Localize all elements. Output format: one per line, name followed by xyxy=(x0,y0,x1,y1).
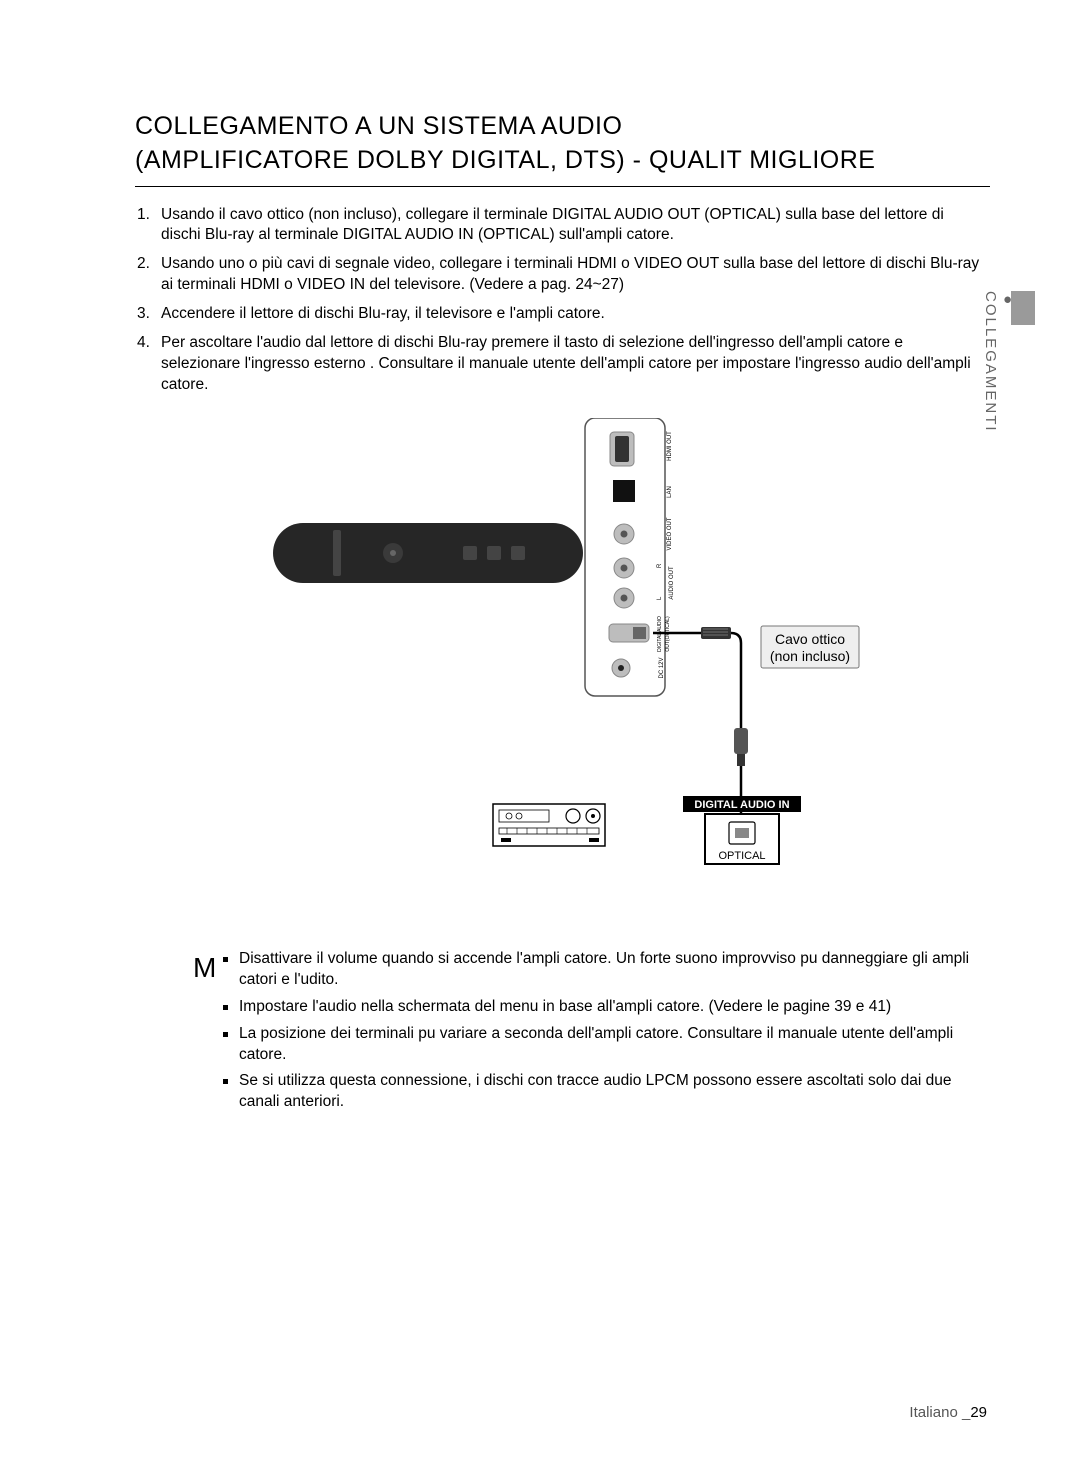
amp-input-box: DIGITAL AUDIO IN OPTICAL xyxy=(683,796,801,864)
heading-divider xyxy=(135,186,990,187)
side-tab: ● COLLEGAMENTI xyxy=(987,291,1011,451)
note-block: M Disattivare il volume quando si accend… xyxy=(135,949,990,1119)
amp-label-bottom: OPTICAL xyxy=(718,850,765,862)
note-item: La posizione dei terminali pu variare a … xyxy=(223,1024,990,1066)
steps-list: Usando il cavo ottico (non incluso), col… xyxy=(135,205,990,396)
step-item: Per ascoltare l'audio dal lettore di dis… xyxy=(135,333,990,396)
connection-diagram-wrap: HDMI OUT LAN VIDEO OUT R L AUDIO OUT DIG… xyxy=(135,418,990,903)
heading-line-1: COLLEGAMENTO A UN SISTEMA AUDIO xyxy=(135,112,622,140)
port-label-dc: DC 12V xyxy=(659,657,665,678)
note-icon: M xyxy=(135,949,193,1119)
player-body xyxy=(273,523,583,583)
page-heading: COLLEGAMENTO A UN SISTEMA AUDIO (AMPLIFI… xyxy=(135,110,990,178)
amp-label-top: DIGITAL AUDIO IN xyxy=(694,799,789,811)
port-label-video: VIDEO OUT xyxy=(667,517,673,550)
port-label-audio: AUDIO OUT xyxy=(669,566,675,600)
connection-diagram: HDMI OUT LAN VIDEO OUT R L AUDIO OUT DIG… xyxy=(263,418,863,903)
step-item: Accendere il lettore di dischi Blu-ray, … xyxy=(135,304,990,325)
cable-label-2: (non incluso) xyxy=(769,648,849,664)
step-item: Usando il cavo ottico (non incluso), col… xyxy=(135,205,990,247)
port-lan xyxy=(613,480,635,502)
footer-lang: Italiano _ xyxy=(909,1404,970,1421)
amplifier-unit xyxy=(493,804,605,846)
port-label-r: R xyxy=(657,563,663,568)
heading-line-2: (AMPLIFICATORE DOLBY DIGITAL, DTS) - QUA… xyxy=(135,146,875,174)
note-item: Disattivare il volume quando si accende … xyxy=(223,949,990,991)
cable-label-1: Cavo ottico xyxy=(774,631,844,647)
step-item: Usando uno o più cavi di segnale video, … xyxy=(135,254,990,296)
page-footer: Italiano _29 xyxy=(909,1404,987,1421)
player-slot xyxy=(333,530,341,576)
footer-page: 29 xyxy=(970,1404,987,1421)
port-label-lan: LAN xyxy=(667,486,673,498)
side-marker xyxy=(1011,291,1035,325)
note-item: Se si utilizza questa connessione, i dis… xyxy=(223,1071,990,1113)
note-list: Disattivare il volume quando si accende … xyxy=(223,949,990,1119)
note-item: Impostare l'audio nella schermata del me… xyxy=(223,997,990,1018)
port-label-hdmi: HDMI OUT xyxy=(667,431,673,461)
